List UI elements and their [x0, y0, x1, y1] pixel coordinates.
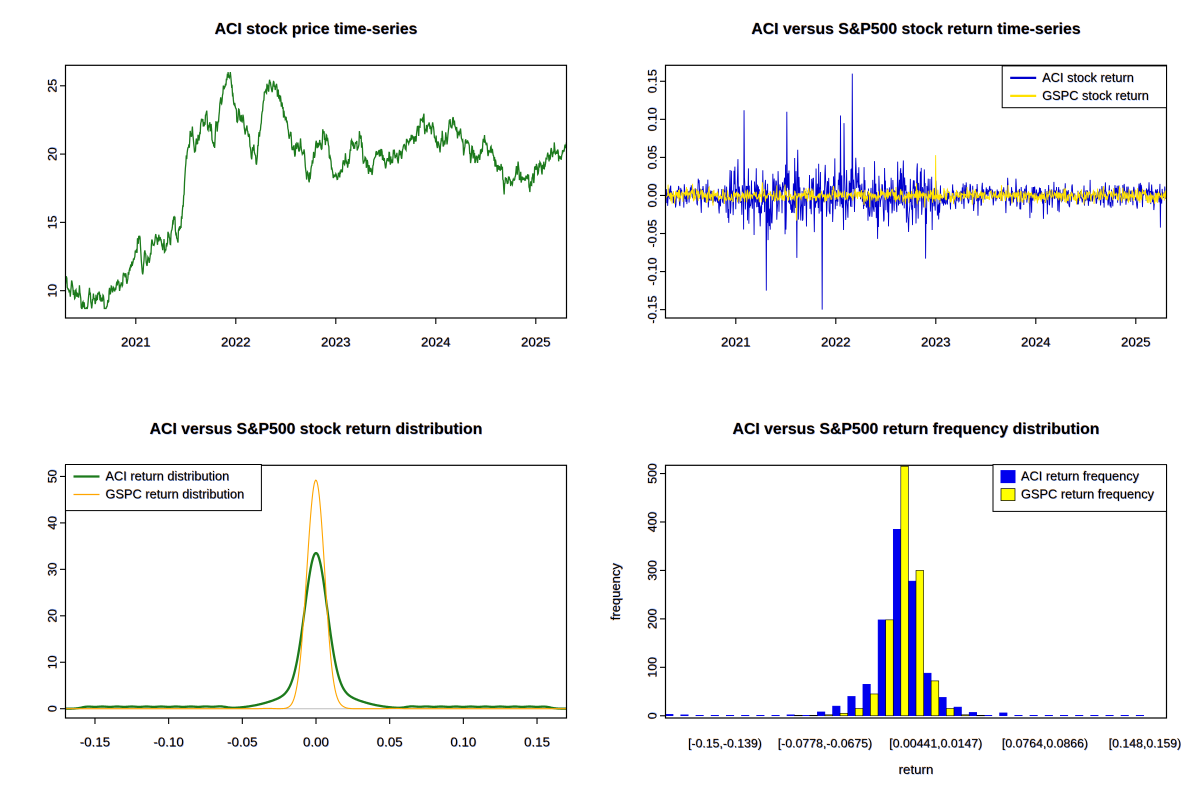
svg-text:ACI return frequency: ACI return frequency: [1021, 469, 1140, 484]
svg-text:2025: 2025: [1121, 335, 1151, 350]
svg-text:[-0.15,-0.139): [-0.15,-0.139): [688, 737, 762, 751]
svg-text:15: 15: [46, 215, 60, 229]
svg-text:0.00: 0.00: [303, 735, 329, 750]
svg-text:0.05: 0.05: [646, 145, 660, 169]
svg-text:[-0.0778,-0.0675): [-0.0778,-0.0675): [778, 737, 872, 751]
svg-text:0: 0: [646, 712, 660, 719]
svg-text:2025: 2025: [521, 335, 551, 350]
svg-text:50: 50: [46, 469, 60, 483]
svg-text:2024: 2024: [421, 335, 451, 350]
svg-text:0.10: 0.10: [450, 735, 476, 750]
svg-text:ACI return distribution: ACI return distribution: [106, 469, 230, 484]
svg-text:ACI stock price time-series: ACI stock price time-series: [215, 21, 418, 38]
svg-text:-0.05: -0.05: [646, 219, 660, 247]
svg-text:0.15: 0.15: [646, 69, 660, 93]
svg-text:2024: 2024: [1021, 335, 1051, 350]
svg-text:40: 40: [46, 516, 60, 530]
svg-text:500: 500: [646, 463, 660, 484]
svg-text:0.00: 0.00: [646, 183, 660, 207]
svg-text:30: 30: [46, 562, 60, 576]
svg-text:10: 10: [46, 655, 60, 669]
svg-text:ACI versus S&P500 stock return: ACI versus S&P500 stock return distribut…: [150, 421, 483, 438]
svg-text:2021: 2021: [121, 335, 151, 350]
svg-text:200: 200: [646, 608, 660, 629]
svg-text:-0.10: -0.10: [646, 257, 660, 285]
svg-text:2023: 2023: [921, 335, 951, 350]
svg-text:[0.0764,0.0866): [0.0764,0.0866): [1002, 737, 1088, 751]
svg-text:25: 25: [46, 79, 60, 93]
svg-text:400: 400: [646, 512, 660, 533]
svg-text:2023: 2023: [321, 335, 351, 350]
svg-text:0.10: 0.10: [646, 107, 660, 131]
svg-text:-0.05: -0.05: [227, 735, 257, 750]
svg-text:GSPC return frequency: GSPC return frequency: [1021, 487, 1155, 502]
svg-text:100: 100: [646, 657, 660, 678]
svg-text:2021: 2021: [721, 335, 751, 350]
svg-text:-0.15: -0.15: [80, 735, 110, 750]
svg-text:ACI stock return: ACI stock return: [1042, 70, 1134, 85]
svg-text:[0.148,0.159): [0.148,0.159): [1109, 737, 1181, 751]
svg-text:GSPC stock return: GSPC stock return: [1042, 88, 1149, 103]
svg-text:0.05: 0.05: [377, 735, 403, 750]
svg-text:2022: 2022: [821, 335, 851, 350]
svg-text:-0.15: -0.15: [646, 295, 660, 323]
svg-text:[0.00441,0.0147): [0.00441,0.0147): [889, 737, 982, 751]
svg-text:20: 20: [46, 147, 60, 161]
svg-text:ACI versus S&P500 return frequ: ACI versus S&P500 return frequency distr…: [733, 421, 1100, 438]
svg-text:-0.10: -0.10: [153, 735, 183, 750]
svg-text:0.15: 0.15: [524, 735, 550, 750]
svg-text:ACI versus S&P500 stock return: ACI versus S&P500 stock return time-seri…: [751, 21, 1080, 38]
svg-text:20: 20: [46, 609, 60, 623]
svg-text:return: return: [899, 762, 934, 777]
svg-text:GSPC return distribution: GSPC return distribution: [106, 487, 245, 502]
svg-text:10: 10: [46, 284, 60, 298]
svg-text:0: 0: [46, 705, 60, 712]
svg-text:300: 300: [646, 560, 660, 581]
svg-text:frequency: frequency: [608, 563, 623, 621]
svg-text:2022: 2022: [221, 335, 251, 350]
